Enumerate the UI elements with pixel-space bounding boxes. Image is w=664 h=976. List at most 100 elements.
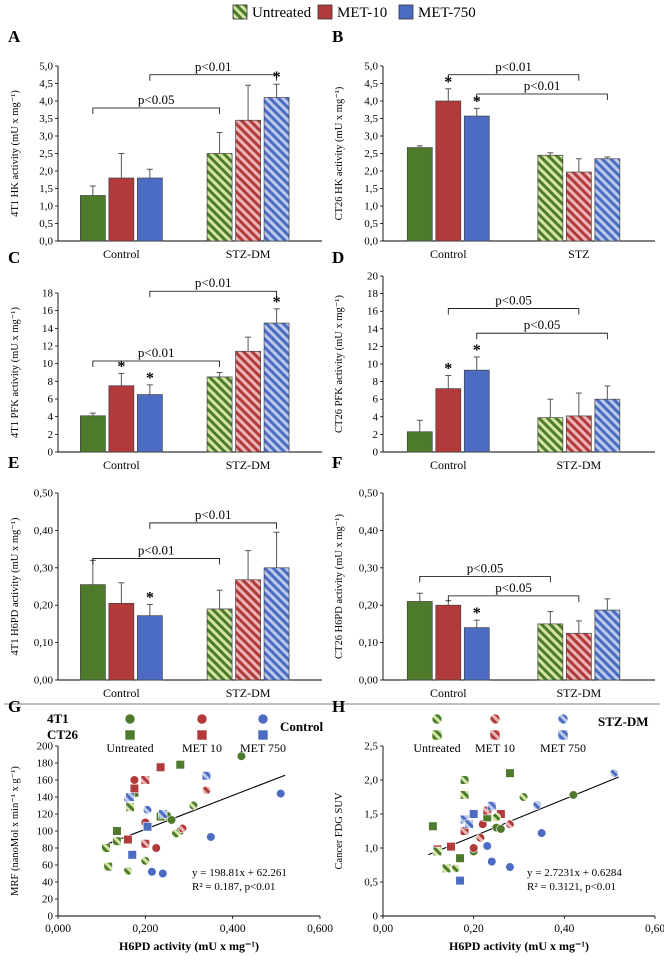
y-tick-label: 3,0: [39, 131, 53, 143]
y-axis-title: Cancer FDG SUV: [334, 792, 345, 869]
panel-letter: H: [332, 697, 345, 716]
data-point-ct26-stz: [557, 729, 569, 741]
x-category-label: STZ-DM: [226, 458, 271, 472]
significance-star: *: [117, 358, 125, 375]
y-tick-label: 160: [37, 775, 54, 787]
data-point-ct26-control: [156, 762, 166, 772]
bracket-label: p<0.01: [195, 275, 232, 290]
bar-met-750-control: [137, 615, 163, 681]
bar-met-10-control: [435, 388, 462, 453]
data-point-4t1-control: [568, 790, 579, 800]
data-point-4t1-control: [196, 713, 208, 725]
y-tick-label: 12: [42, 341, 53, 353]
legend-label-untreated: Untreated: [252, 5, 312, 21]
y-tick-label: 10: [42, 358, 54, 370]
y-tick-label: 20: [42, 894, 54, 906]
y-tick-label: 100: [37, 826, 54, 838]
y-tick-label: 2,0: [364, 775, 378, 787]
bracket-label: p<0.01: [195, 507, 232, 522]
x-category-label: STZ: [568, 247, 589, 261]
data-point-ct26-control: [124, 729, 136, 741]
panel-letter: F: [332, 453, 342, 472]
x-category-label: STZ-DM: [226, 686, 271, 700]
data-point-ct26-stz: [487, 801, 497, 811]
y-tick-label: 4: [48, 411, 54, 423]
data-point-4t1-control: [129, 775, 140, 785]
y-tick-label: 16: [367, 306, 379, 318]
top-legend: Untreated MET-10 MET-750: [232, 4, 476, 21]
bracket-label: p<0.01: [195, 59, 232, 74]
legend-col-label: MET 10: [475, 741, 515, 755]
bar-met-750-control: [137, 177, 163, 242]
legend-row-label: 4T1: [47, 711, 69, 726]
y-axis-title: CT26 H6PD activity (mU x mg⁻¹): [334, 514, 345, 659]
y-tick-label: 40: [42, 877, 54, 889]
bar-met-10-stz-dm: [235, 119, 261, 242]
panel-g: G 0 20 40 60 80 100 120 140 160 180 200 MRF (nanoMol…: [8, 697, 333, 953]
data-point-ct26-control: [428, 821, 438, 831]
data-point-ct26-stz: [125, 792, 135, 802]
y-tick-label: 0,20: [34, 600, 54, 612]
data-point-4t1-stz: [518, 792, 529, 802]
bar-untreated-stz-dm: [537, 623, 564, 681]
bar-met-10-stz: [565, 171, 592, 242]
legend-col-label: MET 10: [182, 741, 222, 755]
regression-line: [101, 774, 286, 847]
x-category-label: Control: [103, 458, 140, 472]
y-tick-label: 1,0: [39, 201, 53, 213]
y-tick-label: 0,00: [359, 675, 379, 687]
y-tick-label: 0,00: [34, 675, 54, 687]
y-tick-label: 14: [42, 323, 54, 335]
y-tick-label: 0,0: [39, 236, 53, 248]
data-point-4t1-control: [236, 751, 246, 761]
data-point-ct26-stz: [112, 836, 122, 846]
bar-met-750-control: [463, 627, 490, 681]
y-tick-label: 0,5: [364, 877, 378, 889]
legend-row-label: CT26: [47, 727, 79, 742]
charts: A 0,0 0,5 1,0 1,5 2,0 2,5 3,0 3,5 4,0 4,5 5,0 4T1 HK…: [4, 27, 664, 953]
y-tick-label: 5,0: [364, 61, 378, 73]
x-category-label: STZ-DM: [557, 686, 602, 700]
bar-untreated-control: [406, 431, 433, 453]
significance-bracket: [149, 522, 277, 529]
legend-col-label: Untreated: [413, 741, 460, 755]
y-tick-label: 3,0: [364, 131, 378, 143]
significance-bracket: [476, 93, 608, 100]
y-tick-label: 0,0: [364, 236, 378, 248]
y-tick-label: 0: [373, 911, 379, 923]
y-tick-label: 0: [373, 447, 379, 459]
panel-a: A 0,0 0,5 1,0 1,5 2,0 2,5 3,0 3,5 4,0 4,5 5,0 4T1 HK…: [8, 27, 322, 261]
y-tick-label: 6: [48, 394, 54, 406]
data-point-4t1-control: [496, 824, 506, 834]
bar-untreated-stz-dm: [206, 608, 233, 681]
bar-met-750-control: [137, 394, 163, 453]
legend-col-label: MET 750: [240, 741, 286, 755]
data-point-4t1-control: [124, 713, 136, 725]
panel-letter: B: [332, 27, 343, 46]
y-tick-label: 0,5: [39, 218, 53, 230]
data-point-ct26-stz: [431, 729, 443, 741]
data-point-ct26-stz: [101, 843, 111, 853]
bar-met-10-control: [435, 100, 462, 242]
x-tick-label: 0,000: [45, 923, 71, 935]
data-point-ct26-control: [469, 809, 479, 819]
y-tick-label: 1,0: [364, 201, 378, 213]
panel-letter: D: [332, 248, 344, 267]
y-tick-label: 0,40: [34, 525, 54, 537]
data-point-ct26-stz: [459, 790, 470, 800]
regression-line: [428, 776, 619, 856]
y-axis-title: CT26 HK activity (mU x mg⁻¹): [334, 86, 345, 220]
y-tick-label: 6: [373, 394, 379, 406]
bar-untreated-stz: [537, 154, 564, 242]
y-tick-label: 4,0: [39, 96, 53, 108]
x-category-label: Control: [103, 247, 140, 261]
data-point-ct26-control: [142, 822, 153, 832]
data-point-ct26-control: [505, 768, 515, 778]
data-point-ct26-stz: [140, 775, 150, 785]
y-tick-label: 2: [48, 429, 54, 441]
data-point-ct26-control: [175, 760, 185, 770]
y-tick-label: 60: [42, 860, 54, 872]
data-point-4t1-control: [257, 713, 269, 725]
legend-swatch-met-10: [317, 4, 333, 20]
data-point-ct26-control: [129, 783, 140, 794]
